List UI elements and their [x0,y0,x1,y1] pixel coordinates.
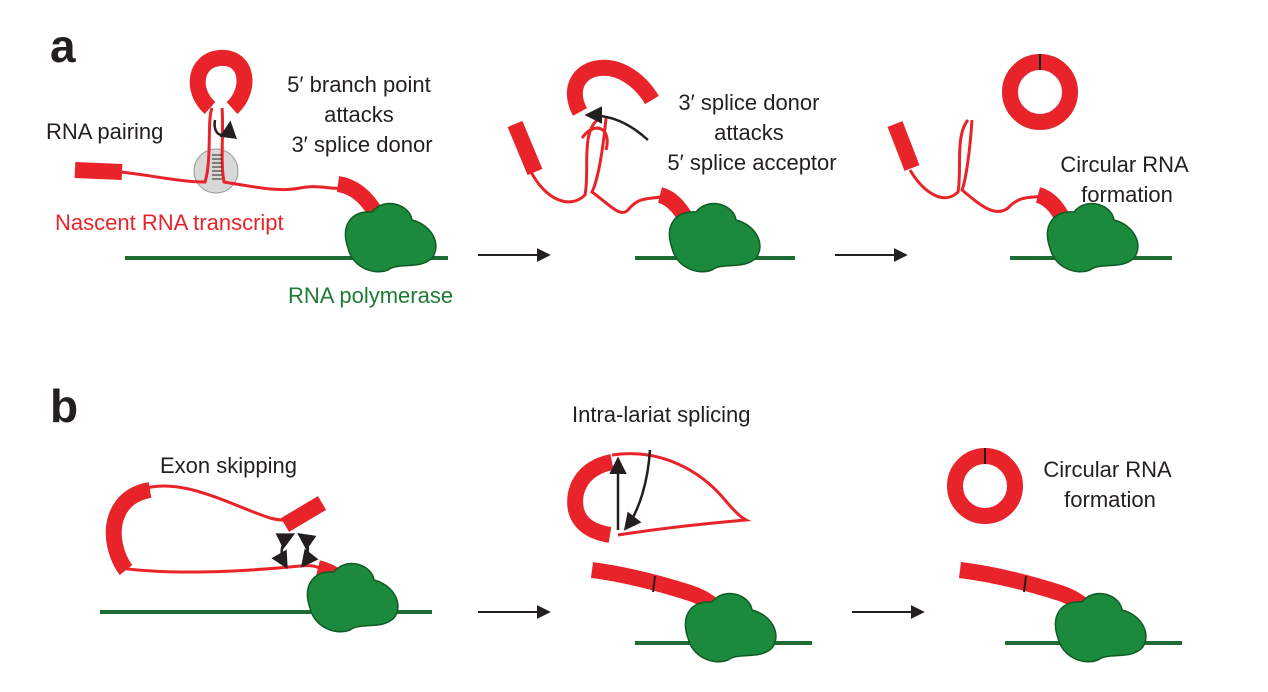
rna-polymerase-label: RNA polymerase [288,283,453,308]
splice-junction [652,575,656,593]
rna-strand [139,484,301,522]
rna-strand [590,117,666,214]
lariat-exon [567,454,615,543]
rna-strand [119,564,324,574]
circular-rna [947,448,1023,524]
result-a-caption: Circular RNA formation [1060,152,1193,207]
rna-strand [528,116,601,204]
skip-arrow [297,532,319,568]
attack-arrow [584,106,649,141]
upstream-exon [507,120,543,176]
skip-arrow [271,533,296,570]
upstream-exon [887,121,920,171]
downstream-exon [336,176,382,217]
intra-lariat-label: Intra-lariat splicing [572,402,751,427]
rna-strand [119,107,214,184]
panel-a-step-1 [74,50,448,273]
panel-a-label: a [50,20,76,72]
exon-skipping-label: Exon skipping [160,453,297,478]
rna-strand [960,119,1046,213]
rna-polymerase [1046,202,1139,273]
rna-polymerase [668,202,761,273]
panel-a-step-3 [887,54,1172,273]
step1-caption: 5′ branch point attacks 3′ splice donor [287,72,437,157]
panel-b-label: b [50,380,78,432]
lariat-rna [611,452,752,537]
pairing-hatch [212,154,222,180]
panel-a-step-2 [507,59,795,273]
rna-strand [220,107,346,192]
splice-junction [1023,575,1027,593]
skipped-exon [105,482,152,575]
rna-pairing-label: RNA pairing [46,119,163,144]
result-b-caption: Circular RNA formation [1043,457,1176,512]
intra-lariat-arrow [623,449,652,531]
rna-polymerase [306,562,399,633]
step2-caption: 3′ splice donor attacks 5′ splice accept… [667,90,836,175]
exon [280,496,327,532]
exon-loop [189,50,253,114]
attack-arrow [213,119,237,139]
rna-strand [580,126,609,151]
panel-b-step-1 [100,482,432,633]
panel-b-step-3 [947,448,1182,663]
rna-polymerase [684,592,777,663]
rna-strand [908,119,970,200]
exon-arc [566,59,659,116]
nascent-rna-label: Nascent RNA transcript [55,210,284,235]
panel-b-step-2 [567,449,812,663]
rna-polymerase [1054,592,1147,663]
rna-polymerase [344,202,437,273]
circular-rna [1002,54,1078,130]
upstream-exon [74,162,123,180]
